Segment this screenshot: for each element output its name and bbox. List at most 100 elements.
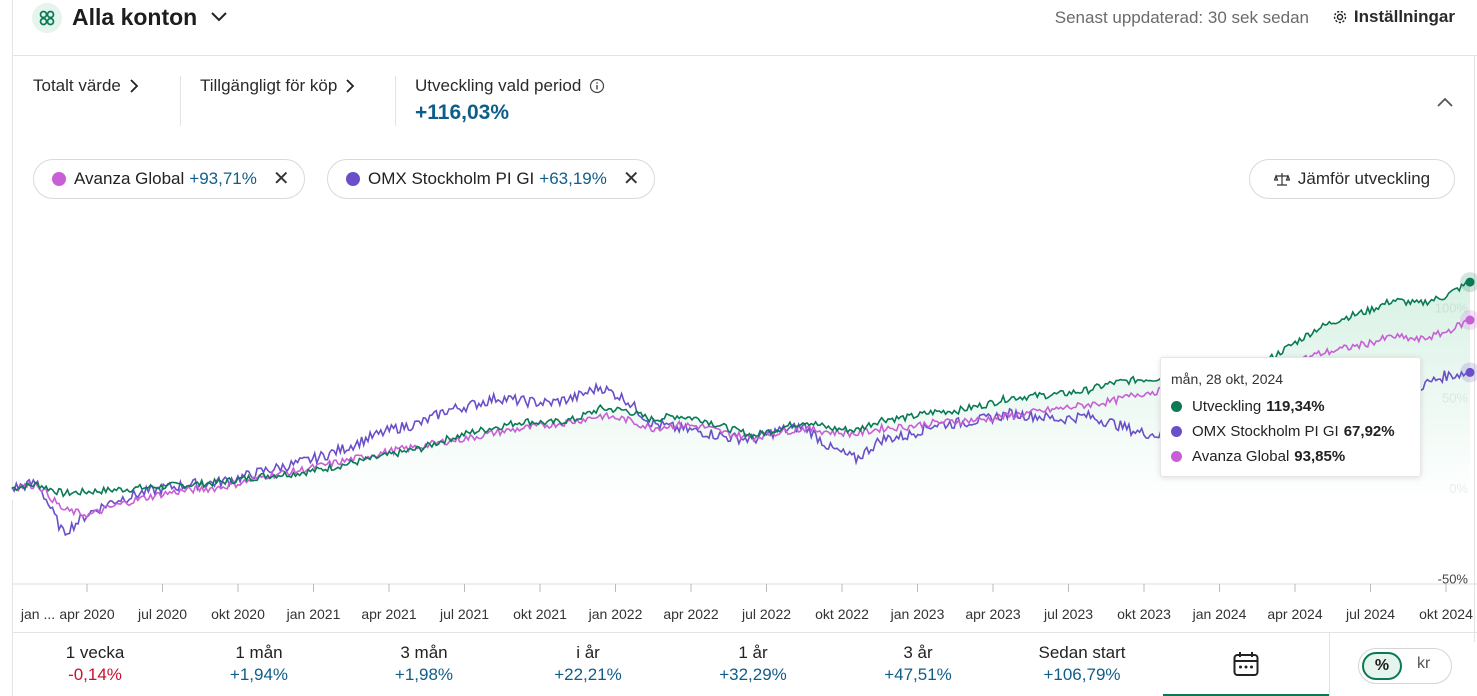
development-value: +116,03% bbox=[415, 101, 510, 124]
left-border bbox=[12, 0, 13, 696]
right-border bbox=[1474, 56, 1475, 642]
period-value: +32,29% bbox=[719, 665, 787, 684]
unit-percent-option[interactable]: % bbox=[1362, 652, 1402, 680]
unit-kr-option[interactable]: kr bbox=[1417, 655, 1431, 672]
period-3-years[interactable]: 3 år +47,51% bbox=[848, 643, 988, 685]
tooltip-series-value: 67,92% bbox=[1343, 423, 1395, 440]
period-value: -0,14% bbox=[68, 665, 122, 684]
period-label: 1 vecka bbox=[65, 643, 125, 662]
period-1-year[interactable]: 1 år +32,29% bbox=[683, 643, 823, 685]
series-color-dot bbox=[1171, 426, 1182, 437]
account-selector-title[interactable]: Alla konton bbox=[72, 4, 198, 30]
available-link[interactable]: Tillgängligt för köp bbox=[200, 76, 355, 96]
x-tick-label: jul 2020 bbox=[137, 606, 187, 622]
compare-development-button[interactable]: Jämför utveckling bbox=[1249, 159, 1455, 199]
tooltip-series-name: Utveckling bbox=[1192, 398, 1262, 415]
series-end-point bbox=[1465, 277, 1475, 287]
tooltip-series-value: 119,34% bbox=[1266, 398, 1325, 415]
period-value: +1,98% bbox=[394, 665, 454, 684]
period-3-months[interactable]: 3 mån +1,98% bbox=[354, 643, 494, 685]
tooltip-row: OMX Stockholm PI GI 67,92% bbox=[1171, 419, 1410, 444]
available-label: Tillgängligt för köp bbox=[200, 76, 338, 95]
settings-label: Inställningar bbox=[1353, 7, 1455, 26]
development-label: Utveckling vald period bbox=[415, 76, 582, 95]
x-tick-label: okt 2024 bbox=[1419, 606, 1473, 622]
period-label: 1 år bbox=[738, 643, 768, 662]
x-tick-label: jul 2024 bbox=[1345, 606, 1395, 622]
period-value: +22,21% bbox=[554, 665, 622, 684]
close-icon[interactable]: ✕ bbox=[622, 168, 640, 190]
x-tick-label: apr 2020 bbox=[59, 606, 114, 622]
unit-toggle[interactable]: % kr bbox=[1358, 648, 1452, 684]
close-icon[interactable]: ✕ bbox=[272, 168, 290, 190]
stat-divider bbox=[395, 76, 396, 126]
gear-icon bbox=[1333, 10, 1347, 24]
tooltip-date: mån, 28 okt, 2024 bbox=[1171, 371, 1284, 387]
top-bar: Alla konton Senast uppdaterad: 30 sek se… bbox=[12, 0, 1477, 56]
tooltip-row: Avanza Global 93,85% bbox=[1171, 444, 1410, 469]
development-label-row: Utveckling vald period bbox=[415, 76, 605, 96]
period-label: 3 mån bbox=[400, 643, 448, 662]
series-color-dot bbox=[52, 172, 66, 186]
chevron-up-icon[interactable] bbox=[1436, 95, 1454, 114]
unit-divider bbox=[1329, 633, 1330, 696]
x-tick-label: apr 2022 bbox=[663, 606, 718, 622]
chart-tooltip: mån, 28 okt, 2024 Utveckling 119,34% OMX… bbox=[1160, 357, 1421, 477]
chevron-right-icon bbox=[130, 79, 139, 93]
x-tick-label: jan 2022 bbox=[588, 606, 643, 622]
chevron-down-icon[interactable] bbox=[210, 10, 228, 29]
chip-name: OMX Stockholm PI GI bbox=[368, 169, 535, 188]
x-tick-label: jan ... bbox=[20, 606, 55, 622]
scale-icon bbox=[1273, 173, 1290, 186]
x-tick-label: okt 2020 bbox=[211, 606, 265, 622]
series-color-dot bbox=[346, 172, 360, 186]
chip-name: Avanza Global bbox=[74, 169, 185, 188]
period-label: i år bbox=[576, 643, 600, 662]
custom-period-button[interactable] bbox=[1163, 633, 1329, 696]
period-value: +47,51% bbox=[884, 665, 952, 684]
x-tick-label: jul 2023 bbox=[1043, 606, 1093, 622]
series-area-utveckling bbox=[12, 282, 1470, 500]
x-tick-label: okt 2023 bbox=[1117, 606, 1171, 622]
period-label: Sedan start bbox=[1038, 643, 1126, 662]
compare-chip-omx[interactable]: OMX Stockholm PI GI +63,19% ✕ bbox=[327, 159, 655, 199]
period-value: +1,94% bbox=[229, 665, 289, 684]
total-value-label: Totalt värde bbox=[33, 76, 121, 95]
x-tick-label: jan 2021 bbox=[286, 606, 341, 622]
compare-label: Jämför utveckling bbox=[1297, 169, 1431, 188]
period-ytd[interactable]: i år +22,21% bbox=[518, 643, 658, 685]
series-color-dot bbox=[1171, 451, 1182, 462]
series-color-dot bbox=[1171, 401, 1182, 412]
tooltip-series-name: Avanza Global bbox=[1192, 448, 1290, 465]
series-end-point bbox=[1465, 315, 1475, 325]
y-tick-label: -50% bbox=[1438, 571, 1469, 586]
chevron-right-icon bbox=[346, 79, 355, 93]
period-1-month[interactable]: 1 mån +1,94% bbox=[189, 643, 329, 685]
period-label: 1 mån bbox=[235, 643, 283, 662]
x-tick-label: apr 2024 bbox=[1267, 606, 1322, 622]
grid-icon bbox=[32, 3, 62, 33]
x-tick-label: apr 2021 bbox=[361, 606, 416, 622]
period-bar: 1 vecka -0,14% 1 mån +1,94% 3 mån +1,98%… bbox=[12, 632, 1477, 696]
tooltip-series-value: 93,85% bbox=[1294, 448, 1346, 465]
tooltip-row: Utveckling 119,34% bbox=[1171, 394, 1410, 419]
x-tick-label: jul 2021 bbox=[439, 606, 489, 622]
info-icon[interactable] bbox=[589, 78, 605, 94]
period-1-week[interactable]: 1 vecka -0,14% bbox=[25, 643, 165, 685]
compare-chip-avanza-global[interactable]: Avanza Global +93,71% ✕ bbox=[33, 159, 305, 199]
period-since-start[interactable]: Sedan start +106,79% bbox=[1012, 643, 1152, 685]
series-end-point bbox=[1465, 367, 1475, 377]
total-value-link[interactable]: Totalt värde bbox=[33, 76, 139, 96]
x-tick-label: jan 2023 bbox=[890, 606, 945, 622]
settings-button[interactable]: Inställningar bbox=[1332, 7, 1455, 27]
stat-divider bbox=[180, 76, 181, 126]
period-label: 3 år bbox=[903, 643, 933, 662]
period-value: +106,79% bbox=[1043, 665, 1121, 684]
x-tick-label: okt 2022 bbox=[815, 606, 869, 622]
tooltip-series-name: OMX Stockholm PI GI bbox=[1192, 423, 1339, 440]
x-tick-label: jan 2024 bbox=[1192, 606, 1247, 622]
chip-value: +93,71% bbox=[189, 169, 257, 188]
x-tick-label: jul 2022 bbox=[741, 606, 791, 622]
calendar-icon bbox=[1233, 651, 1259, 676]
last-updated-text: Senast uppdaterad: 30 sek sedan bbox=[1054, 8, 1309, 27]
